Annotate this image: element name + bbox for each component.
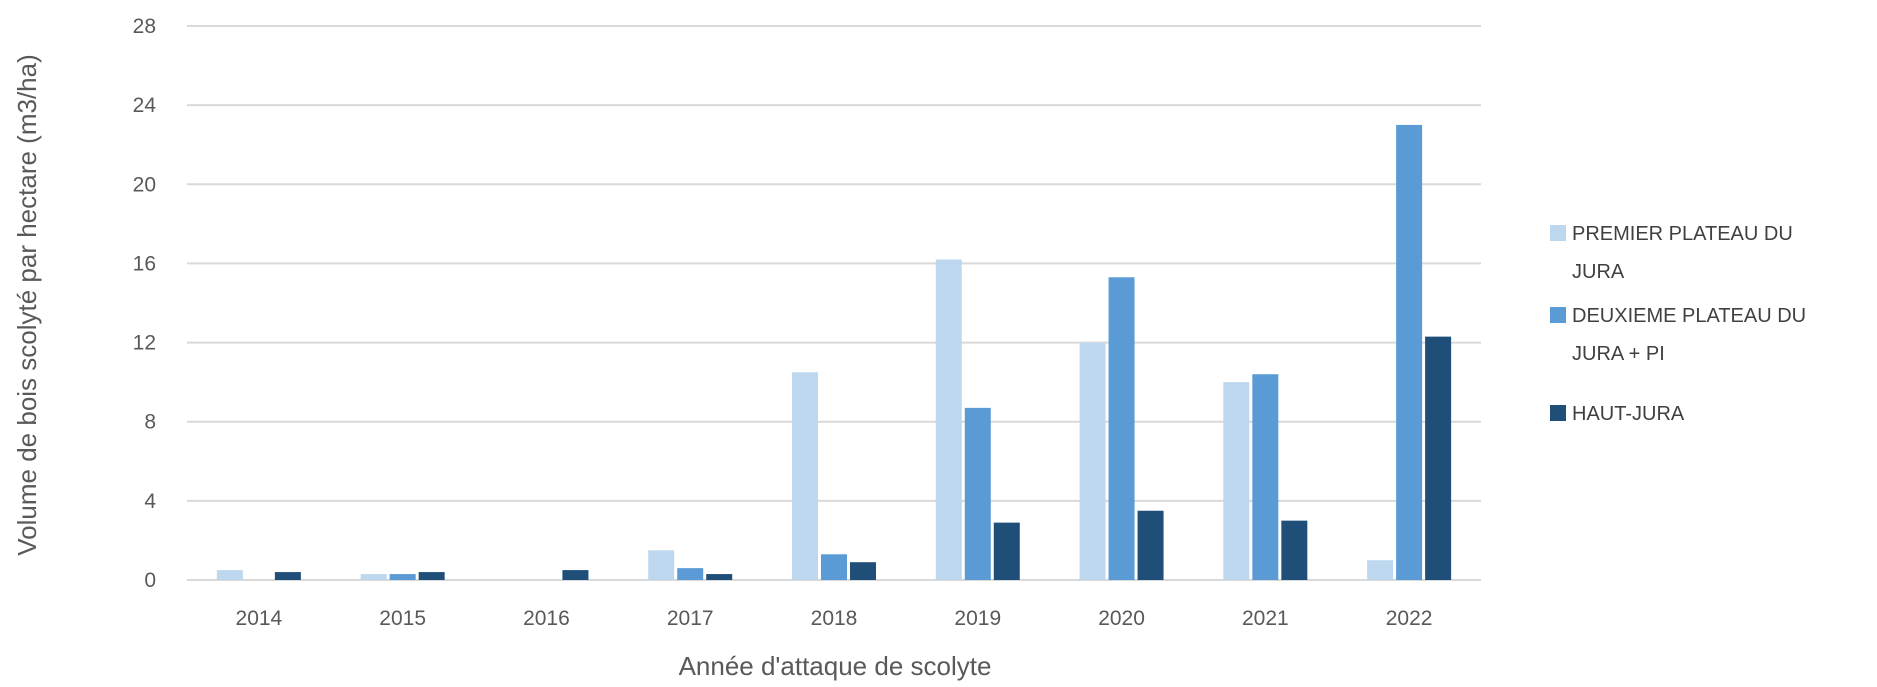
bar-2015-series-3 [418,572,445,580]
x-tick-label: 2016 [523,607,570,630]
bar-2020-series-1 [1079,342,1106,580]
bar-2018-series-3 [850,562,876,580]
legend-swatch [1550,405,1566,421]
bar-2017-series-1 [648,550,675,580]
y-tick-label: 28 [133,15,156,38]
bar-2019-series-3 [993,522,1020,580]
bar-2022-series-1 [1367,560,1394,580]
legend-label: DEUXIEME PLATEAU DU [1572,305,1806,327]
x-tick-label: 2017 [667,607,714,630]
bar-2021-series-2 [1252,374,1279,580]
x-tick-label: 2022 [1386,607,1433,630]
legend-entry-3: HAUT-JURA [1550,403,1685,425]
bar-2019-series-2 [964,407,991,580]
x-tick-label: 2014 [236,607,283,630]
bar-2017-series-2 [677,568,704,580]
x-axis-ticks: 2014 2015 2016 2017 2018 2019 2020 2021 2022 [236,607,1433,630]
bar-2022-series-3 [1425,336,1452,580]
bar-2015-series-2 [389,574,416,580]
y-axis-title: Volume de bois scolyté par hectare (m3/h… [12,54,42,555]
y-tick-label: 12 [133,332,156,355]
bars [216,124,1452,580]
y-tick-label: 20 [133,173,156,196]
y-tick-label: 4 [144,490,156,513]
legend-swatch [1550,307,1566,323]
bar-2021-series-1 [1223,382,1250,580]
bar-2018-series-2 [821,554,847,580]
legend-swatch [1550,225,1566,241]
legend-entry-2: DEUXIEME PLATEAU DU JURA + PI [1550,305,1806,365]
gridlines [187,25,1481,581]
bar-2014-series-3 [274,572,301,580]
y-tick-label: 24 [133,94,157,117]
bar-2015-series-1 [360,574,387,580]
legend-label: HAUT-JURA [1572,403,1685,425]
bar-2021-series-3 [1281,520,1308,580]
x-tick-label: 2018 [811,607,858,630]
bar-2020-series-3 [1137,510,1164,580]
legend-entry-1: PREMIER PLATEAU DU JURA [1550,223,1793,283]
legend-label: JURA + PI [1572,343,1665,365]
x-axis-title: Année d'attaque de scolyte [679,651,992,681]
legend-label: PREMIER PLATEAU DU [1572,223,1793,245]
y-tick-label: 8 [144,411,156,434]
x-tick-label: 2020 [1098,607,1145,630]
bar-2020-series-2 [1108,277,1135,580]
legend-label: JURA [1572,261,1625,283]
y-axis-ticks: 0 4 8 12 16 20 24 28 [133,15,157,592]
x-tick-label: 2021 [1242,607,1289,630]
y-tick-label: 0 [144,569,156,592]
y-tick-label: 16 [133,252,156,275]
x-tick-label: 2015 [379,607,426,630]
bar-2017-series-3 [706,574,733,580]
bar-2016-series-3 [562,570,589,580]
bar-2014-series-1 [216,570,243,580]
bar-2022-series-2 [1396,124,1423,580]
bar-2018-series-1 [792,372,818,580]
legend: PREMIER PLATEAU DU JURA DEUXIEME PLATEAU D… [1550,223,1806,425]
x-tick-label: 2019 [954,607,1001,630]
bar-2019-series-1 [935,259,962,580]
